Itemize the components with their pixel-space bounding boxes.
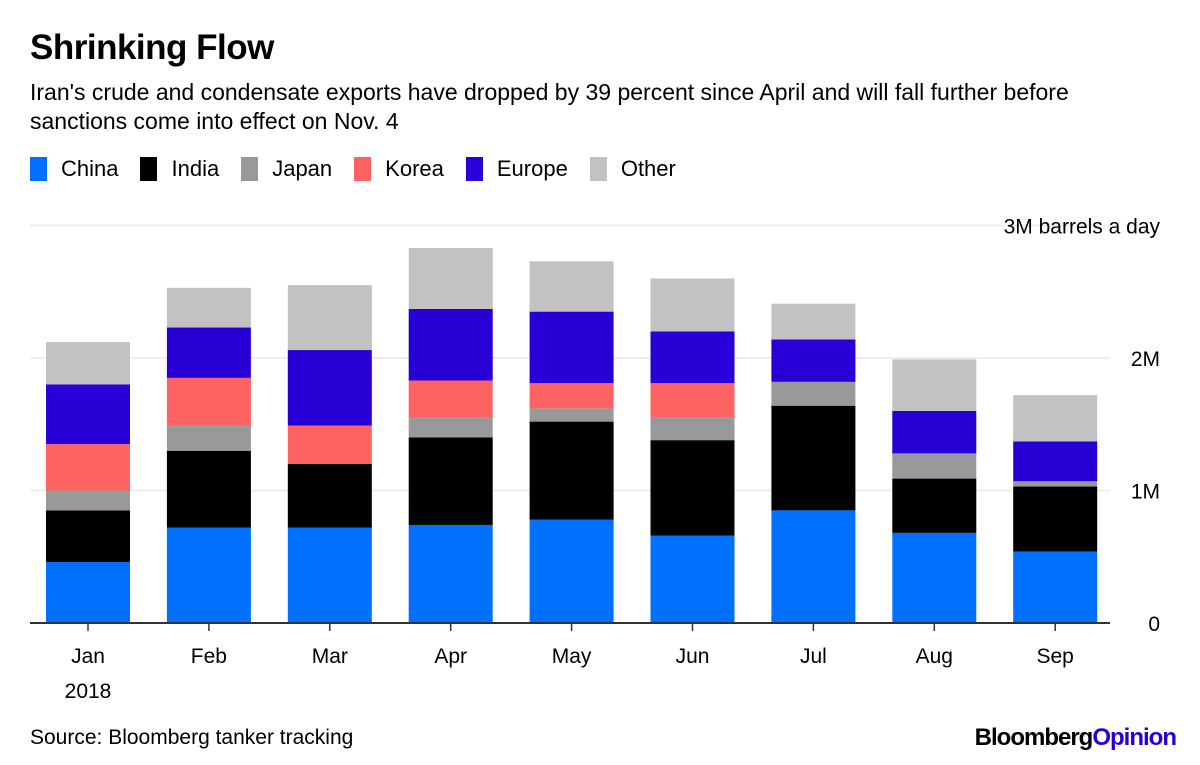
bar-segment-other-jul: [771, 303, 856, 340]
bar-segment-europe-apr: [408, 308, 493, 381]
bar-segment-india-may: [529, 421, 614, 520]
legend-label: China: [61, 156, 119, 181]
bar-segment-korea-apr: [408, 380, 493, 418]
bar-segment-japan-jun: [650, 417, 735, 441]
bar-segment-korea-jan: [46, 444, 130, 491]
legend-item-other: Other: [589, 156, 676, 182]
bar-segment-other-jun: [650, 278, 735, 332]
x-tick-label: Jul: [800, 645, 827, 668]
legend-swatch: [354, 157, 372, 181]
bar-segment-japan-may: [529, 408, 614, 422]
legend-item-japan: Japan: [241, 156, 332, 182]
bar-segment-china-mar: [287, 527, 372, 623]
bar-segment-europe-may: [529, 311, 614, 384]
legend-label: Other: [620, 156, 676, 181]
bar-segment-europe-feb: [166, 327, 251, 378]
x-tick-label: Jun: [676, 645, 710, 668]
y-tick-label: 3M barrels a day: [1004, 216, 1161, 239]
x-tick-label: May: [552, 645, 592, 668]
bar-segment-korea-may: [529, 383, 614, 409]
legend-label: Korea: [385, 156, 444, 181]
bar-segment-other-mar: [287, 285, 372, 351]
bar-segment-other-jan: [46, 342, 130, 385]
legend-item-europe: Europe: [465, 156, 568, 182]
x-tick-label: Mar: [312, 645, 348, 668]
bar-segment-japan-jan: [46, 490, 130, 511]
legend-item-china: China: [30, 156, 118, 182]
chart-subtitle: Iran's crude and condensate exports have…: [30, 79, 1069, 134]
source-note: Source: Bloomberg tanker tracking: [30, 726, 354, 749]
bar-segment-europe-jul: [771, 339, 856, 382]
x-year-label: 2018: [65, 680, 112, 703]
bar-segment-europe-jan: [46, 384, 130, 445]
x-tick-label: Feb: [191, 645, 227, 668]
bar-segment-china-aug: [892, 532, 977, 623]
bar-segment-japan-aug: [892, 453, 977, 479]
y-tick-label: 1M: [1131, 481, 1160, 504]
bar-segment-europe-sep: [1013, 441, 1098, 482]
bar-segment-japan-feb: [166, 425, 251, 451]
x-tick-label: Apr: [434, 645, 467, 668]
bloomberg-opinion-logo: BloombergOpinion: [974, 724, 1177, 752]
logo-opinion: Opinion: [1092, 724, 1177, 751]
bar-segment-korea-mar: [287, 425, 372, 464]
x-tick-label: Jan: [71, 645, 105, 668]
bar-segment-other-apr: [408, 248, 493, 309]
x-tick-label: Aug: [916, 645, 953, 668]
legend-label: Japan: [272, 156, 333, 181]
bar-segment-china-jun: [650, 535, 735, 623]
legend-item-korea: Korea: [354, 156, 444, 182]
bar-segment-china-feb: [166, 527, 251, 623]
bar-segment-china-jul: [771, 510, 856, 623]
bar-segment-korea-feb: [166, 377, 251, 426]
bar-segment-other-aug: [892, 359, 977, 411]
legend-swatch: [30, 157, 47, 181]
bar-segment-japan-jul: [771, 381, 856, 406]
y-tick-label: 2M: [1131, 348, 1160, 371]
bar-segment-china-apr: [408, 524, 493, 623]
legend-swatch: [465, 157, 483, 181]
bar-segment-china-jan: [46, 562, 130, 623]
bar-segment-japan-sep: [1013, 481, 1098, 487]
bar-segment-korea-jun: [650, 383, 735, 418]
legend-item-india: India: [140, 156, 219, 182]
legend-label: Europe: [496, 156, 568, 181]
bar-segment-india-apr: [408, 437, 493, 525]
bar-segment-india-jun: [650, 440, 735, 536]
bar-segment-china-may: [529, 519, 614, 623]
bar-segment-other-feb: [166, 287, 251, 328]
legend-label: India: [171, 156, 220, 181]
legend-swatch: [140, 157, 158, 181]
bar-segment-india-jan: [46, 510, 130, 563]
bar-segment-other-may: [529, 261, 614, 312]
bar-segment-other-sep: [1013, 395, 1098, 442]
bar-segment-europe-mar: [287, 350, 372, 426]
x-tick-label: Sep: [1037, 645, 1074, 668]
bar-segment-europe-aug: [892, 411, 977, 454]
legend-swatch: [589, 157, 607, 181]
bar-segment-india-feb: [166, 450, 251, 528]
y-tick-label: 0: [1148, 613, 1160, 636]
chart-title: Shrinking Flow: [30, 28, 274, 67]
logo-bloomberg: Bloomberg: [974, 724, 1094, 751]
legend: China India Japan Korea Europe Other: [30, 156, 698, 182]
bar-segment-india-aug: [892, 478, 977, 533]
bar-segment-india-mar: [287, 464, 372, 528]
bar-segment-japan-apr: [408, 417, 493, 438]
legend-swatch: [241, 157, 259, 181]
bar-segment-india-sep: [1013, 486, 1098, 552]
bar-segment-india-jul: [771, 405, 856, 511]
bar-segment-europe-jun: [650, 331, 735, 384]
bar-segment-china-sep: [1013, 551, 1098, 623]
